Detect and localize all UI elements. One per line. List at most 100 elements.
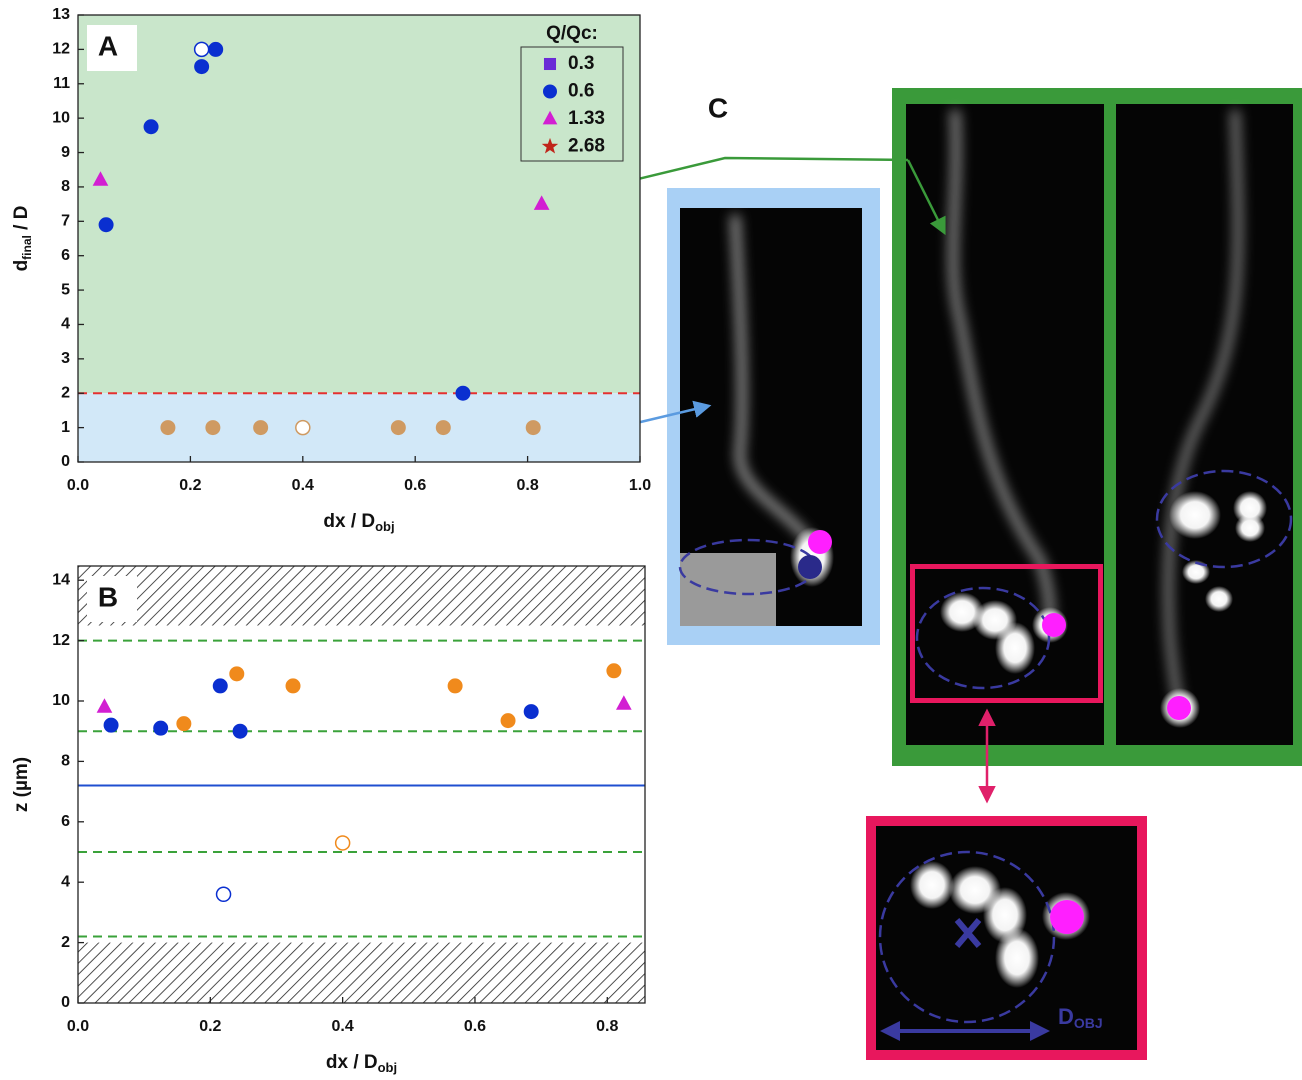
point bbox=[253, 420, 269, 436]
arrow bbox=[906, 159, 946, 236]
y-axis-label-rest: / D bbox=[11, 206, 32, 236]
y-tick-label: 4 bbox=[61, 873, 70, 890]
particle bbox=[1042, 613, 1066, 637]
point bbox=[615, 695, 632, 710]
point bbox=[447, 678, 463, 694]
x-axis-label: dx / Dobj bbox=[326, 1052, 397, 1075]
y-tick-label: 5 bbox=[61, 281, 70, 298]
y-axis-label-sub: final bbox=[20, 235, 34, 260]
legend-marker bbox=[543, 57, 557, 71]
x-axis-label-sub: obj bbox=[378, 1060, 398, 1075]
frame-pink bbox=[910, 564, 1103, 703]
point bbox=[390, 420, 406, 436]
x-tick-label: 0.4 bbox=[292, 477, 314, 494]
point bbox=[160, 420, 176, 436]
panel-label: C bbox=[708, 92, 728, 123]
legend-label: 2.68 bbox=[568, 136, 605, 157]
point bbox=[153, 720, 169, 736]
legend-label: 0.6 bbox=[568, 81, 594, 102]
point bbox=[193, 41, 210, 58]
point bbox=[205, 420, 221, 436]
particle bbox=[798, 555, 822, 579]
x-tick-label: 1.0 bbox=[629, 477, 651, 494]
legend-label: 0.3 bbox=[568, 53, 594, 74]
point bbox=[194, 59, 210, 75]
legend-box bbox=[520, 46, 624, 162]
particle bbox=[1050, 900, 1084, 934]
particle bbox=[808, 530, 832, 554]
y-tick-label: 12 bbox=[52, 632, 70, 649]
y-tick-label: 1 bbox=[61, 419, 70, 436]
point bbox=[334, 835, 351, 851]
panel-label: A bbox=[98, 30, 118, 61]
x-tick-label: 0.8 bbox=[516, 477, 538, 494]
center-mark bbox=[954, 918, 982, 948]
y-tick-label: 0 bbox=[61, 994, 70, 1011]
dashed-ellipse bbox=[1155, 469, 1293, 569]
legend-title: Q/Qc: bbox=[546, 23, 598, 44]
particle bbox=[1167, 696, 1191, 720]
y-tick-label: 14 bbox=[52, 571, 70, 588]
y-axis-label: dfinal / D bbox=[11, 206, 34, 272]
point bbox=[96, 698, 113, 713]
point bbox=[523, 704, 539, 720]
y-tick-label: 8 bbox=[61, 753, 70, 770]
y-tick-label: 6 bbox=[61, 247, 70, 264]
y-tick-label: 7 bbox=[61, 213, 70, 230]
x-tick-label: 0.8 bbox=[596, 1018, 618, 1035]
blob bbox=[995, 622, 1035, 674]
legend-label: 1.33 bbox=[568, 108, 605, 129]
panel-label-box bbox=[87, 576, 137, 622]
panel-c: DOBJ C bbox=[601, 88, 1302, 1060]
blob bbox=[1169, 491, 1221, 539]
x-tick-label: 0.0 bbox=[67, 1018, 89, 1035]
point bbox=[208, 41, 224, 57]
y-tick-label: 2 bbox=[61, 934, 70, 951]
y-tick-label: 2 bbox=[61, 384, 70, 401]
point bbox=[295, 419, 311, 436]
point bbox=[229, 666, 245, 682]
hatched-region bbox=[78, 942, 645, 1003]
legend-marker bbox=[543, 84, 557, 99]
x-axis-label-main: dx / D bbox=[323, 511, 375, 532]
point bbox=[525, 420, 541, 436]
point bbox=[176, 716, 192, 732]
dashed-ellipse bbox=[915, 586, 1051, 690]
point bbox=[92, 171, 109, 186]
x-axis-label-main: dx / D bbox=[326, 1052, 378, 1073]
blob bbox=[940, 592, 984, 632]
y-tick-label: 3 bbox=[61, 350, 70, 367]
streak bbox=[730, 214, 816, 548]
scale-label: DOBJ bbox=[1058, 1004, 1103, 1031]
plot-frame bbox=[77, 14, 641, 463]
point bbox=[212, 678, 228, 694]
y-axis-label-main: z (µm) bbox=[11, 757, 32, 812]
y-tick-label: 12 bbox=[52, 41, 70, 58]
point bbox=[435, 420, 451, 436]
arrow bbox=[601, 156, 909, 193]
blob bbox=[1235, 514, 1265, 542]
y-tick-label: 10 bbox=[52, 692, 70, 709]
y-tick-label: 8 bbox=[61, 178, 70, 195]
point bbox=[606, 663, 622, 679]
y-tick-label: 4 bbox=[61, 316, 70, 333]
x-axis-label-sub: obj bbox=[375, 519, 395, 534]
panel-label: B bbox=[98, 581, 118, 612]
y-tick-label: 13 bbox=[52, 6, 70, 23]
point bbox=[232, 723, 248, 739]
scale-label-sub: OBJ bbox=[1074, 1015, 1103, 1031]
streak bbox=[1163, 109, 1243, 707]
blob bbox=[995, 928, 1039, 988]
y-tick-label: 6 bbox=[61, 813, 70, 830]
plot-frame bbox=[77, 565, 646, 1004]
x-tick-label: 0.4 bbox=[332, 1018, 354, 1035]
point bbox=[103, 717, 119, 733]
blob bbox=[1205, 586, 1233, 612]
point bbox=[500, 713, 516, 729]
x-tick-label: 0.6 bbox=[464, 1018, 486, 1035]
point bbox=[455, 385, 471, 401]
y-tick-label: 10 bbox=[52, 109, 70, 126]
inset-grey bbox=[680, 553, 776, 626]
y-tick-label: 9 bbox=[61, 144, 70, 161]
x-axis-label: dx / Dobj bbox=[323, 511, 394, 534]
